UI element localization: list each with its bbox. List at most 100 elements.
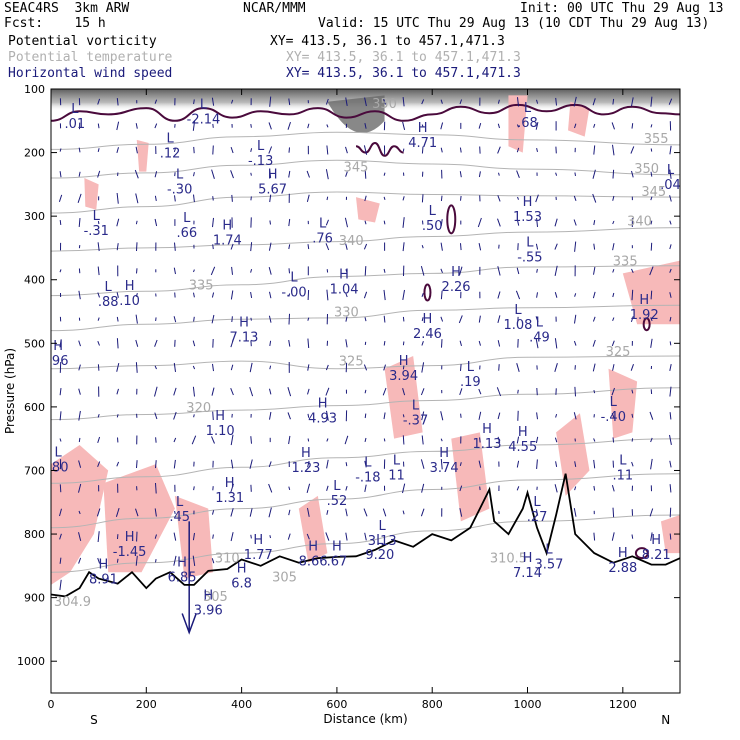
wind-vector-357	[402, 242, 405, 252]
pv-extremum-value-19: 1.04	[330, 282, 359, 297]
wind-vector-298	[345, 171, 348, 177]
wind-vector-534	[593, 243, 596, 250]
wind-vector-591	[650, 242, 653, 251]
wind-vector-475	[536, 99, 539, 104]
wind-vector-24	[78, 171, 81, 177]
wind-vector-504	[554, 363, 558, 372]
wind-vector-40	[78, 557, 82, 564]
wind-vector-193	[230, 388, 234, 396]
wind-vector-514	[573, 195, 577, 201]
wind-vector-604	[668, 98, 673, 105]
wind-vector-320	[363, 243, 368, 250]
theta-label-8: 335	[189, 278, 214, 293]
wind-vector-46	[97, 221, 100, 225]
wind-vector-224	[269, 220, 271, 225]
wind-vector-342	[383, 315, 386, 323]
wind-vector-32	[78, 364, 81, 371]
wind-vector-246	[288, 293, 291, 297]
pv-tropopause-contour	[51, 103, 680, 122]
wind-vector-603	[650, 532, 653, 541]
wind-vector-178	[212, 510, 215, 515]
wind-vector-473	[516, 460, 520, 468]
wind-vector-515	[573, 219, 577, 226]
wind-vector-36	[78, 460, 82, 468]
x-tick-label-800: 800	[422, 698, 443, 711]
init-time: Init: 00 UTC Thu 29 Aug 13	[520, 1, 724, 16]
pv-extremum-kind-3: L	[524, 101, 532, 116]
wind-vector-111	[154, 339, 158, 347]
wind-vector-135	[173, 437, 177, 443]
wind-vector-352	[402, 121, 406, 131]
wind-vector-617	[669, 412, 672, 420]
wind-vector-273	[306, 483, 311, 494]
wind-vector-141	[193, 99, 195, 105]
extrema-labels: 350 345 355 350 345 340 340 335 335 330 325 325 320 3…	[51, 97, 681, 618]
wind-vector-70	[116, 316, 119, 322]
wind-vector-153	[192, 386, 195, 397]
pv-extremum-value-8: .04	[660, 178, 681, 193]
wind-vector-409	[460, 195, 462, 201]
y-tick-label-600: 600	[24, 401, 45, 414]
pv-extremum-kind-36: H	[301, 446, 311, 461]
wind-vector-222	[269, 170, 272, 178]
pv-extremum-kind-12: H	[222, 218, 232, 233]
wind-vector-579	[631, 413, 634, 418]
x-tick-label-600: 600	[326, 698, 347, 711]
pv-extremum-kind-52: H	[523, 551, 533, 566]
pv-closed-contour-1	[446, 204, 457, 235]
legend-theta-label: Potential temperature	[8, 50, 173, 65]
theta-label-5: 340	[627, 215, 652, 230]
wind-vector-387	[440, 99, 443, 104]
pv-extremum-kind-20: H	[451, 265, 461, 280]
theta-label-9: 330	[334, 306, 359, 321]
theta-label-4: 345	[641, 185, 666, 200]
wind-vector-346	[383, 412, 386, 420]
wind-vector-238	[288, 98, 291, 106]
wind-vector-613	[669, 316, 672, 322]
pv-extremum-kind-39: H	[439, 446, 449, 461]
wind-vector-270	[307, 413, 310, 418]
wind-vector-295	[345, 97, 348, 106]
wind-vector-23	[78, 147, 81, 153]
pv-extremum-value-30: -.37	[403, 413, 428, 428]
pv-extremum-kind-54: H	[618, 546, 628, 561]
wind-vector-223	[269, 194, 272, 203]
wind-vector-586	[650, 124, 653, 128]
wind-vector-567	[631, 123, 634, 129]
theta-label-10: 325	[606, 345, 631, 360]
wind-vector-287	[325, 364, 329, 371]
legend-pv-label: Potential vorticity	[8, 34, 157, 49]
x-tick-label-200: 200	[136, 698, 157, 711]
wind-vector-396	[440, 316, 444, 322]
wind-vector-263	[307, 244, 310, 250]
y-tick-label-400: 400	[24, 274, 45, 287]
y-tick-label-100: 100	[24, 83, 45, 96]
pv-extremum-value-57: 6.8	[231, 577, 252, 592]
pv-extremum-kind-55: H	[99, 557, 109, 572]
wind-vector-448	[497, 291, 501, 299]
pv-extremum-kind-56: H	[177, 555, 187, 570]
pv-extremum-value-9: 1.53	[513, 210, 542, 225]
pv-extremum-kind-50: L	[376, 533, 384, 548]
wind-vector-424	[478, 122, 482, 129]
wind-vector-52	[97, 364, 100, 371]
wind-vector-20	[59, 579, 62, 591]
pv-extremum-value-54: 2.88	[608, 561, 637, 576]
wind-vector-485	[535, 338, 539, 349]
wind-vector-245	[288, 268, 290, 274]
wind-vector-381	[420, 388, 425, 396]
pv-extremum-kind-35: L	[55, 445, 63, 460]
wind-vector-386	[420, 508, 425, 517]
wind-vector-254	[288, 486, 291, 491]
wind-vector-76	[116, 461, 120, 467]
wind-vector-96	[136, 460, 138, 469]
wind-vector-546	[593, 532, 596, 541]
x-tick-label-0: 0	[48, 698, 55, 711]
pv-extremum-value-13: .76	[312, 232, 333, 247]
theta-label-1: 345	[344, 161, 369, 176]
pv-extremum-value-42: .52	[327, 494, 348, 509]
pv-fill-patch-0	[51, 445, 109, 585]
pv-extremum-kind-8: L	[667, 163, 675, 178]
wind-vector-449	[497, 315, 501, 324]
wind-vector-138	[174, 510, 176, 515]
